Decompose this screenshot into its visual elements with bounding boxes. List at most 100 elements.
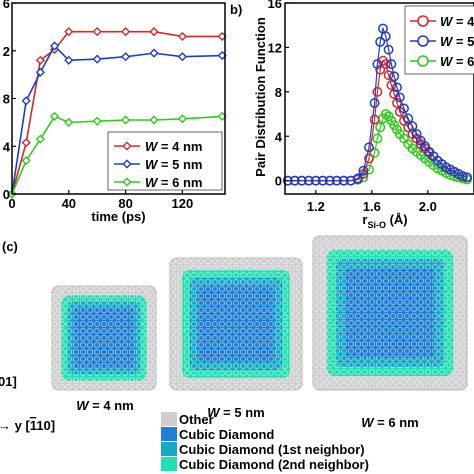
atom — [403, 235, 411, 243]
atom — [100, 306, 108, 314]
atom — [239, 334, 247, 342]
atom — [149, 292, 157, 300]
atom — [114, 292, 122, 300]
atom — [445, 375, 453, 383]
atom — [326, 305, 334, 313]
legend-swatch — [161, 442, 177, 456]
atom — [260, 264, 268, 272]
atom — [100, 376, 108, 384]
atom — [445, 256, 453, 264]
atom — [424, 263, 432, 271]
atom — [403, 256, 411, 264]
atom — [438, 291, 446, 299]
atom — [354, 319, 362, 327]
panel-b-point — [462, 172, 472, 183]
atom — [211, 271, 219, 279]
atom — [239, 348, 247, 356]
atom — [239, 306, 247, 314]
atom — [169, 320, 177, 328]
atom — [354, 242, 362, 250]
atom — [354, 375, 362, 383]
atom — [347, 319, 355, 327]
atom — [312, 312, 320, 320]
region-cubic-diamond — [73, 307, 135, 369]
panel-a-xtick-label: 120 — [172, 196, 194, 211]
atom — [107, 327, 115, 335]
atom — [445, 340, 453, 348]
atom — [204, 376, 212, 384]
atom — [431, 249, 439, 257]
panel-b-point — [358, 165, 369, 176]
atom — [79, 334, 87, 342]
atom — [452, 333, 460, 341]
panel-a-legend-label-rest: = 5 nm — [157, 157, 202, 172]
atom — [121, 306, 129, 314]
atom — [135, 299, 143, 307]
legend-swatch — [161, 427, 177, 441]
atom — [431, 277, 439, 285]
atom — [288, 383, 296, 391]
atom — [72, 362, 80, 370]
atom — [51, 292, 59, 300]
atom — [389, 305, 397, 313]
atom — [190, 313, 198, 321]
atom — [424, 284, 432, 292]
atom — [218, 264, 226, 272]
atom — [375, 368, 383, 376]
atom — [459, 312, 467, 320]
atom — [319, 319, 327, 327]
atom — [438, 249, 446, 257]
atom — [260, 355, 268, 363]
atom — [312, 354, 320, 362]
panel-b-point — [383, 44, 394, 55]
atom — [79, 355, 87, 363]
atom — [93, 292, 101, 300]
panel-a-legend-label-var: W — [145, 175, 159, 190]
atom — [253, 285, 261, 293]
atom — [368, 319, 376, 327]
atom — [204, 292, 212, 300]
atom — [361, 340, 369, 348]
atom — [274, 285, 282, 293]
atom — [452, 354, 460, 362]
atom — [333, 375, 341, 383]
atom — [288, 348, 296, 356]
atom — [246, 376, 254, 384]
atom — [389, 284, 397, 292]
atom — [459, 333, 467, 341]
panel-b-point — [372, 59, 383, 70]
atom — [368, 347, 376, 355]
atom — [274, 334, 282, 342]
atom — [389, 263, 397, 271]
atom — [347, 270, 355, 278]
atom — [319, 305, 327, 313]
atom — [260, 327, 268, 335]
atom — [459, 305, 467, 313]
atom — [417, 284, 425, 292]
atom — [438, 305, 446, 313]
atom — [121, 334, 129, 342]
atom — [312, 242, 320, 250]
panel-a-point — [121, 27, 131, 37]
atom — [459, 382, 467, 390]
atom — [340, 361, 348, 369]
atom — [274, 292, 282, 300]
atom — [326, 333, 334, 341]
atom — [72, 285, 80, 293]
atom — [438, 382, 446, 390]
atom — [197, 271, 205, 279]
atom — [319, 333, 327, 341]
atom — [190, 264, 198, 272]
panel-a-xtick-label: 0 — [8, 196, 15, 211]
atom — [93, 299, 101, 307]
atom — [114, 299, 122, 307]
atom — [232, 376, 240, 384]
atom — [183, 278, 191, 286]
atom — [319, 291, 327, 299]
atom — [100, 341, 108, 349]
atom — [197, 334, 205, 342]
atom — [86, 320, 94, 328]
panel-b-xlabel: rSi-O (Å) — [362, 212, 407, 230]
atom — [354, 361, 362, 369]
atom — [319, 263, 327, 271]
